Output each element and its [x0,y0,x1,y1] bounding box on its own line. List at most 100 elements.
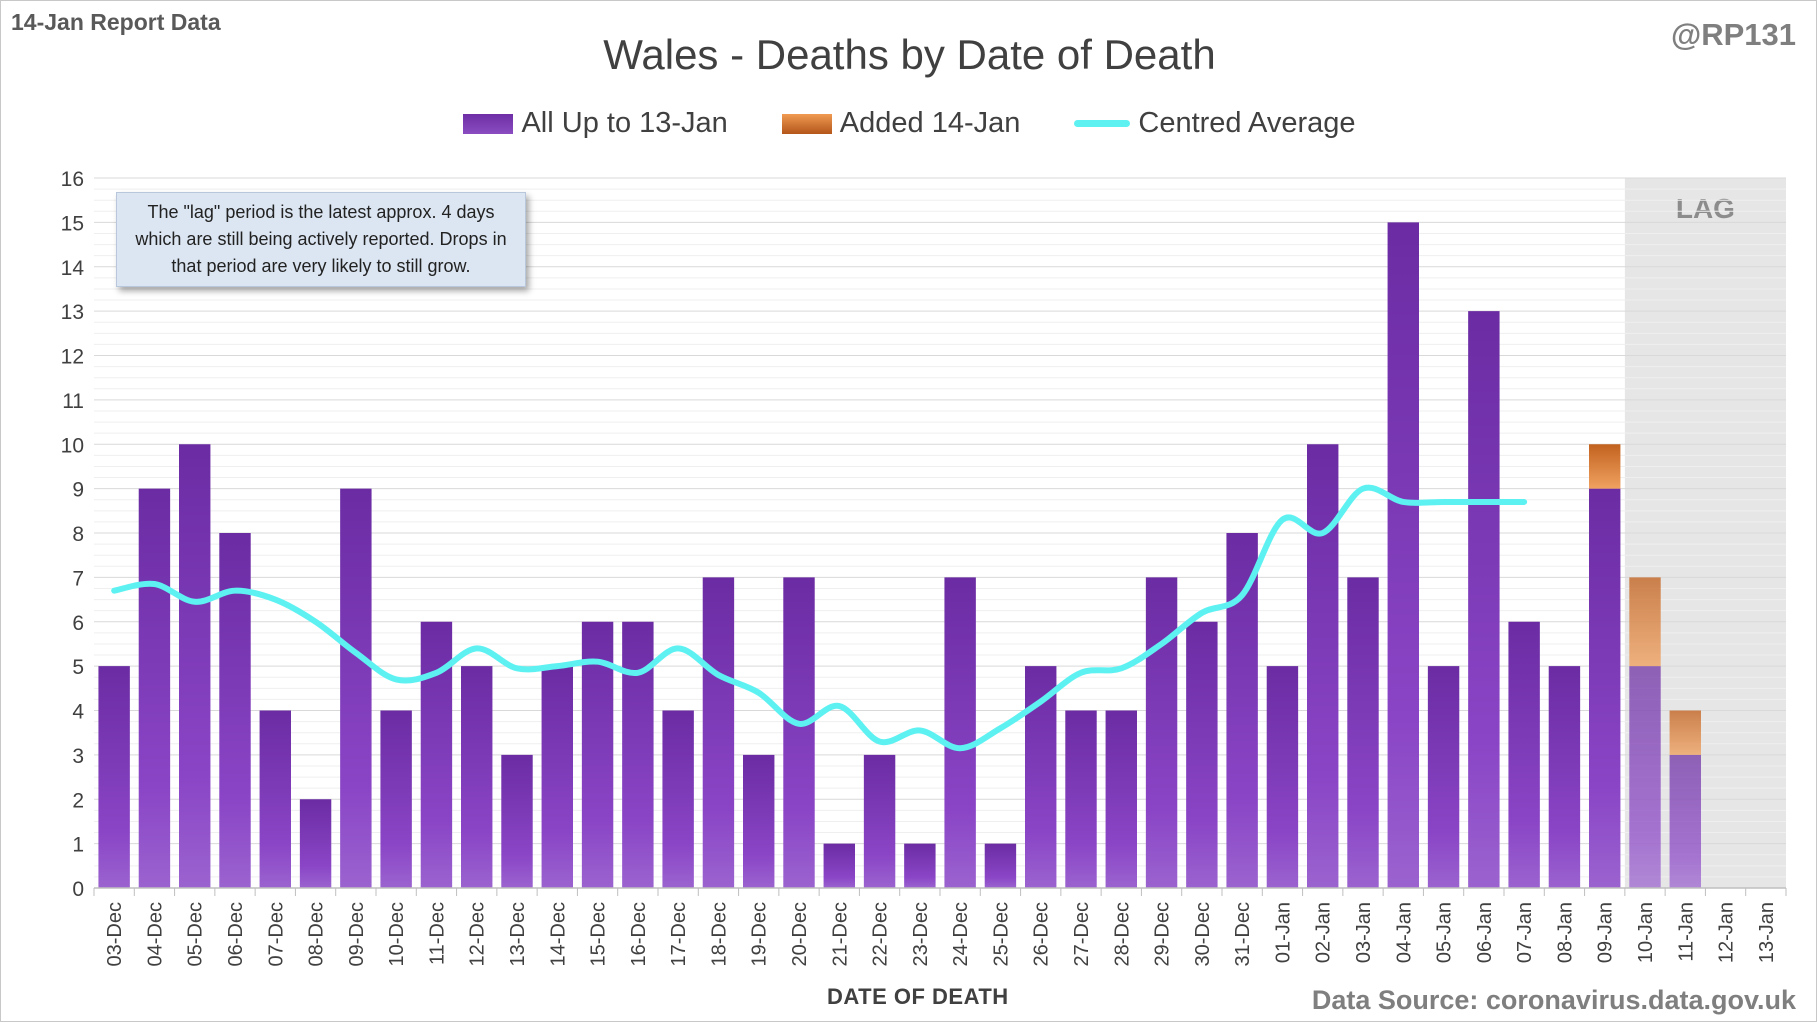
x-tick-label: 04-Jan [1393,902,1415,963]
bar-all-up-to-13-jan [1186,621,1218,888]
bar-all-up-to-13-jan [944,577,976,888]
x-tick-label: 21-Dec [829,902,851,966]
x-tick-label: 11-Jan [1675,902,1697,962]
x-tick-label: 18-Dec [708,902,730,966]
y-tick-label: 13 [61,301,84,324]
x-tick-label: 07-Dec [265,902,287,966]
bar-all-up-to-13-jan [1145,577,1178,888]
x-tick-label: 11-Dec [426,902,448,965]
bar-all-up-to-13-jan [1629,666,1661,888]
y-tick-label: 4 [72,701,84,724]
author-handle: @RP131 [1670,17,1796,52]
x-tick-label: 24-Dec [950,902,972,966]
y-tick-label: 15 [61,212,84,235]
bar-all-up-to-13-jan [299,799,332,888]
bar-all-up-to-13-jan [904,843,936,888]
x-tick-label: 09-Dec [346,902,368,966]
x-tick-label: 16-Dec [628,902,650,966]
x-tick-label: 30-Dec [1192,902,1214,966]
bar-all-up-to-13-jan [1387,222,1419,888]
bar-all-up-to-13-jan [541,666,573,888]
chart-title: Wales - Deaths by Date of Death [603,31,1216,78]
y-tick-label: 6 [72,612,84,635]
bar-all-up-to-13-jan [783,577,815,888]
x-tick-label: 23-Dec [910,902,932,966]
x-tick-label: 06-Jan [1474,902,1496,963]
bar-added-14-jan [1669,710,1701,755]
x-tick-label: 17-Dec [668,902,690,966]
y-tick-label: 5 [72,656,84,679]
bar-all-up-to-13-jan [1226,533,1258,888]
x-tick-label: 04-Dec [144,902,166,966]
bar-all-up-to-13-jan [1548,666,1581,888]
bar-all-up-to-13-jan [1468,311,1500,888]
bar-all-up-to-13-jan [662,710,694,888]
y-tick-label: 2 [72,789,84,812]
bar-all-up-to-13-jan [984,843,1017,888]
bar-all-up-to-13-jan [1105,710,1137,888]
y-tick-label: 9 [72,479,84,502]
x-tick-label: 27-Dec [1071,902,1093,966]
bar-all-up-to-13-jan [1307,444,1339,888]
x-tick-label: 13-Dec [507,902,529,966]
x-tick-label: 09-Jan [1595,902,1617,963]
bar-all-up-to-13-jan [259,710,291,888]
report-date-label: 14-Jan Report Data [11,9,221,35]
data-source-label: Data Source: coronavirus.data.gov.uk [1311,985,1796,1015]
bar-all-up-to-13-jan [179,444,211,888]
y-tick-label: 3 [72,745,84,768]
bar-all-up-to-13-jan [1427,666,1460,888]
x-tick-label: 15-Dec [588,902,610,966]
bar-all-up-to-13-jan [1669,754,1701,888]
bar-all-up-to-13-jan [138,488,171,888]
bar-all-up-to-13-jan [461,666,493,888]
y-tick-label: 1 [72,834,84,857]
x-tick-label: 10-Jan [1635,902,1657,963]
x-tick-label: 19-Dec [749,902,771,966]
x-tick-label: 03-Dec [104,902,126,966]
bar-all-up-to-13-jan [863,754,896,888]
x-tick-label: 03-Jan [1353,902,1375,963]
x-tick-label: 31-Dec [1232,902,1254,966]
bar-all-up-to-13-jan [98,666,130,888]
x-tick-label: 25-Dec [990,902,1012,966]
legend-swatch-orange [781,113,832,134]
legend-item-average: Centred Average [1074,107,1356,140]
legend-label-added: Added 14-Jan [839,107,1021,139]
x-tick-label: 01-Jan [1272,902,1294,963]
bar-all-up-to-13-jan [622,621,654,888]
x-tick-label: 07-Jan [1514,902,1536,963]
x-tick-label: 05-Dec [185,902,207,966]
bar-all-up-to-13-jan [340,488,372,888]
lag-label: LAG [1676,193,1735,224]
bar-all-up-to-13-jan [219,533,251,888]
legend: All Up to 13-Jan Added 14-Jan Centred Av… [1,107,1817,140]
x-tick-label: 29-Dec [1152,902,1174,966]
legend-swatch-purple [463,113,514,134]
legend-item-added: Added 14-Jan [781,107,1021,140]
x-tick-label: 08-Jan [1554,902,1576,963]
x-tick-label: 10-Dec [386,902,408,966]
x-tick-label: 13-Jan [1756,902,1778,963]
bar-all-up-to-13-jan [501,754,533,888]
y-tick-label: 11 [62,390,84,413]
y-tick-label: 7 [72,567,84,590]
x-tick-label: 22-Dec [870,902,892,966]
x-tick-label: 05-Jan [1434,902,1456,963]
bar-added-14-jan [1589,444,1621,489]
x-tick-label: 12-Jan [1716,902,1738,963]
bar-all-up-to-13-jan [1266,666,1299,888]
bar-all-up-to-13-jan [420,621,453,888]
bar-all-up-to-13-jan [1065,710,1097,888]
bar-all-up-to-13-jan [380,710,412,888]
bar-all-up-to-13-jan [702,577,735,888]
bar-all-up-to-13-jan [1589,488,1621,888]
bar-all-up-to-13-jan [1508,621,1540,888]
x-axis-title: DATE OF DEATH [827,984,1009,1009]
lag-note-callout: The "lag" period is the latest approx. 4… [116,192,526,287]
x-tick-label: 12-Dec [467,902,489,966]
x-tick-label: 14-Dec [547,902,569,966]
bar-all-up-to-13-jan [823,843,855,888]
y-tick-label: 8 [72,523,84,546]
